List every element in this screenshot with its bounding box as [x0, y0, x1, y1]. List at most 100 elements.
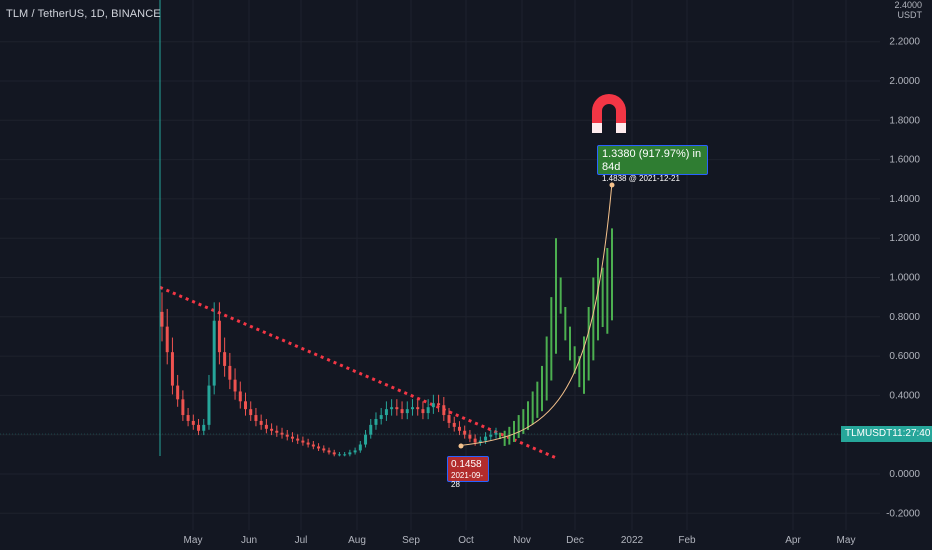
candle-body: [301, 440, 305, 443]
candle-body: [348, 452, 352, 455]
candle-body: [374, 418, 378, 425]
low-price-text: 0.1458: [451, 459, 482, 470]
projection-change-text: 1.3380 (917.97%) in 84d: [602, 148, 702, 173]
time-tick: Nov: [513, 535, 531, 546]
candle-body: [296, 438, 300, 441]
candle-body: [426, 407, 430, 414]
candle-body: [431, 403, 435, 408]
price-axis-unit-text: USDT: [897, 10, 923, 20]
candle-body: [332, 452, 336, 455]
time-tick: Sep: [402, 535, 420, 546]
candle-body: [437, 403, 441, 406]
candle-body: [358, 444, 362, 451]
candle-body: [207, 385, 211, 425]
candle-body: [494, 432, 498, 435]
candle-body: [254, 415, 258, 421]
candle-body: [468, 434, 472, 439]
candle-body: [311, 444, 315, 447]
candle-body: [416, 407, 420, 410]
candle-body: [457, 426, 461, 431]
candle-body: [160, 311, 164, 327]
candle-body: [191, 420, 195, 425]
price-axis-unit: 2.4000 USDT: [894, 0, 922, 20]
price-tick: 1.4000: [889, 194, 920, 205]
candle-body: [233, 379, 237, 392]
low-point-marker: [458, 443, 464, 449]
candle-body: [270, 428, 274, 431]
symbol-title: TLM / TetherUS, 1D, BINANCE: [6, 8, 161, 20]
time-tick: Jul: [295, 535, 308, 546]
candle-body: [212, 320, 216, 386]
candle-body: [390, 407, 394, 410]
candle-body: [275, 430, 279, 433]
candle-body: [165, 326, 169, 353]
candle-body: [337, 454, 341, 456]
candle-body: [306, 442, 310, 445]
price-tick: 2.2000: [889, 37, 920, 48]
candle-body: [244, 401, 247, 410]
price-tick: 1.2000: [889, 233, 920, 244]
candle-body: [170, 352, 174, 386]
candle-body: [473, 438, 477, 443]
projection-target-text: 1.4838 @ 2021-12-21: [602, 174, 680, 183]
time-tick: May: [837, 535, 856, 546]
candle-body: [379, 415, 383, 419]
candle-body: [405, 409, 409, 414]
price-tick: 1.8000: [889, 115, 920, 126]
candle-body: [186, 415, 190, 421]
magnet-icon: [592, 94, 626, 133]
candle-body: [452, 422, 456, 427]
candle-body: [478, 440, 482, 443]
time-tick: Dec: [566, 535, 584, 546]
candle-body: [285, 434, 289, 437]
symbol-tag-countdown: 11:27:40: [892, 428, 931, 439]
symbol-price-tag[interactable]: TLMUSDT 11:27:40: [841, 426, 932, 442]
candle-body: [290, 436, 294, 439]
candle-body: [217, 320, 221, 353]
price-tick: 1.6000: [889, 155, 920, 166]
candle-body: [343, 454, 347, 456]
target-point-marker: [609, 182, 615, 188]
price-axis-top-value: 2.4000: [894, 0, 922, 10]
candle-body: [322, 448, 326, 451]
low-callout[interactable]: 0.1458 2021-09-28: [447, 456, 489, 489]
price-tick: 0.6000: [889, 351, 920, 362]
time-tick: 2022: [621, 535, 644, 546]
candle-body: [249, 409, 253, 416]
candle-body: [317, 446, 321, 449]
candle-body: [264, 424, 268, 429]
candle-body: [353, 450, 357, 453]
time-tick: Apr: [785, 535, 801, 546]
price-tick: 0.8000: [889, 312, 920, 323]
time-tick: Jun: [241, 535, 257, 546]
candle-body: [197, 424, 201, 431]
time-tick: Feb: [678, 535, 696, 546]
projection-curve: [460, 182, 613, 446]
candle-body: [484, 436, 488, 441]
candle-body: [400, 409, 404, 414]
candle-body: [369, 424, 373, 435]
candle-body: [238, 391, 242, 402]
candle-body: [176, 385, 180, 400]
candle-body: [395, 407, 399, 410]
candle-body: [421, 409, 425, 414]
candle-body: [384, 409, 388, 416]
candle-body: [463, 430, 467, 435]
trendline: [159, 285, 558, 460]
low-date-text: 2021-09-28: [451, 471, 484, 489]
candle-body: [259, 420, 263, 425]
candle-body: [181, 399, 185, 416]
time-tick: Oct: [458, 535, 474, 546]
price-tick: 0.0000: [889, 469, 920, 480]
candle-body: [223, 352, 227, 366]
candle-body: [280, 432, 284, 435]
candle-body: [364, 434, 368, 445]
price-tick: 0.4000: [889, 390, 920, 401]
candle-body: [447, 415, 451, 423]
price-tick: 2.0000: [889, 76, 920, 87]
price-tick: 1.0000: [889, 273, 920, 284]
candle-body: [228, 365, 232, 380]
symbol-tag-name: TLMUSDT: [845, 428, 893, 439]
projection-callout[interactable]: 1.3380 (917.97%) in 84d 1.4838 @ 2021-12…: [597, 145, 708, 183]
